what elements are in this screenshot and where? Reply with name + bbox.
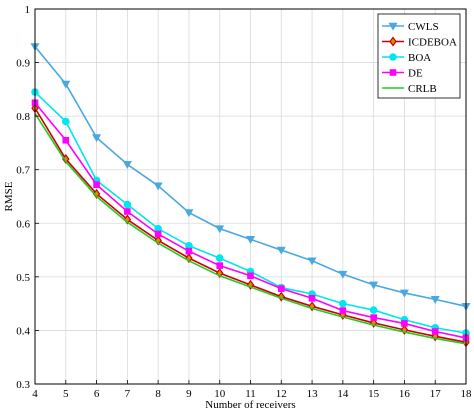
legend-marker-boa	[389, 53, 397, 61]
x-tick-label: 12	[276, 388, 287, 400]
legend-marker-de	[389, 69, 397, 76]
data-point-cwls	[184, 209, 194, 218]
x-tick-label: 16	[399, 388, 411, 400]
y-tick-label: 0.5	[16, 272, 30, 284]
data-point-cwls	[430, 296, 440, 304]
legend-label-icdeboa: ICDEBOA	[408, 37, 457, 49]
data-point-de	[62, 136, 70, 144]
x-tick-label: 9	[186, 388, 192, 400]
x-tick-label: 11	[245, 388, 256, 400]
x-axis-label: Number of receivers	[205, 399, 295, 411]
x-tick-label: 8	[155, 388, 161, 400]
legend-label-de: DE	[408, 68, 423, 80]
data-point-de	[370, 314, 377, 321]
y-tick-label: 0.8	[16, 111, 30, 123]
data-point-cwls	[399, 289, 409, 298]
data-point-de	[339, 307, 347, 314]
data-point-cwls	[122, 161, 132, 169]
y-tick-label: 0.9	[16, 58, 30, 70]
data-point-cwls	[276, 246, 286, 255]
series-line-crlb	[34, 113, 467, 345]
x-tick-label: 14	[337, 388, 349, 400]
axis-ticks: 4 5 6 7 8 9 10 11 12 13 14 15 16 17 18 0.3 0.4 0.5 0.6 0.7 0…	[16, 4, 472, 400]
data-point-de	[93, 181, 100, 189]
data-point-boa	[123, 200, 132, 209]
data-point-de	[401, 320, 408, 327]
y-tick-label: 1	[25, 4, 31, 16]
y-tick-label: 0.7	[16, 165, 30, 177]
data-point-cwls	[153, 182, 163, 191]
y-tick-label: 0.4	[16, 325, 30, 337]
data-point-de	[277, 285, 285, 292]
data-point-cwls	[215, 225, 225, 234]
y-axis-label: RMSE	[3, 181, 15, 211]
data-point-cwls	[369, 281, 379, 290]
legend-item-crlb: CRLB	[382, 83, 437, 95]
legend-label-cwls: CWLS	[408, 21, 439, 33]
data-point-de	[154, 230, 162, 238]
x-tick-label: 5	[63, 388, 69, 400]
data-point-cwls	[245, 236, 256, 244]
series-cwls	[30, 43, 471, 311]
legend-item-icdeboa: ICDEBOA	[382, 36, 457, 49]
series-de	[31, 99, 470, 342]
legend-marker-icdeboa	[389, 36, 397, 47]
data-point-de	[247, 272, 254, 280]
series-crlb	[34, 113, 467, 345]
legend-item-boa: BOA	[382, 52, 431, 64]
x-tick-label: 4	[32, 388, 38, 400]
data-point-boa	[339, 299, 347, 308]
data-point-cwls	[307, 257, 317, 266]
data-point-boa	[61, 117, 70, 126]
data-point-cwls	[92, 134, 102, 143]
x-tick-label: 17	[430, 388, 442, 400]
legend-item-de: DE	[382, 68, 423, 80]
data-point-de	[216, 262, 224, 269]
data-point-de	[431, 328, 439, 335]
series-layer	[30, 43, 471, 348]
x-tick-label: 15	[368, 388, 380, 400]
y-tick-label: 0.6	[16, 218, 30, 230]
legend: CWLS ICDEBOA BOA DE CRLB	[377, 13, 461, 99]
x-tick-label: 18	[461, 388, 473, 400]
x-tick-label: 6	[94, 388, 100, 400]
data-point-de	[124, 208, 131, 215]
legend-label-crlb: CRLB	[408, 83, 437, 95]
data-point-boa	[215, 254, 224, 262]
data-point-cwls	[338, 270, 348, 279]
data-point-de	[185, 247, 193, 255]
data-point-boa	[369, 306, 378, 314]
legend-marker-cwls	[388, 22, 398, 31]
x-tick-label: 13	[307, 388, 319, 400]
legend-label-boa: BOA	[408, 52, 431, 64]
data-point-cwls	[61, 80, 71, 89]
x-tick-label: 7	[125, 388, 131, 400]
x-tick-label: 10	[214, 388, 226, 400]
y-tick-label: 0.3	[16, 379, 30, 391]
legend-item-cwls: CWLS	[382, 21, 439, 33]
data-point-de	[308, 294, 316, 302]
